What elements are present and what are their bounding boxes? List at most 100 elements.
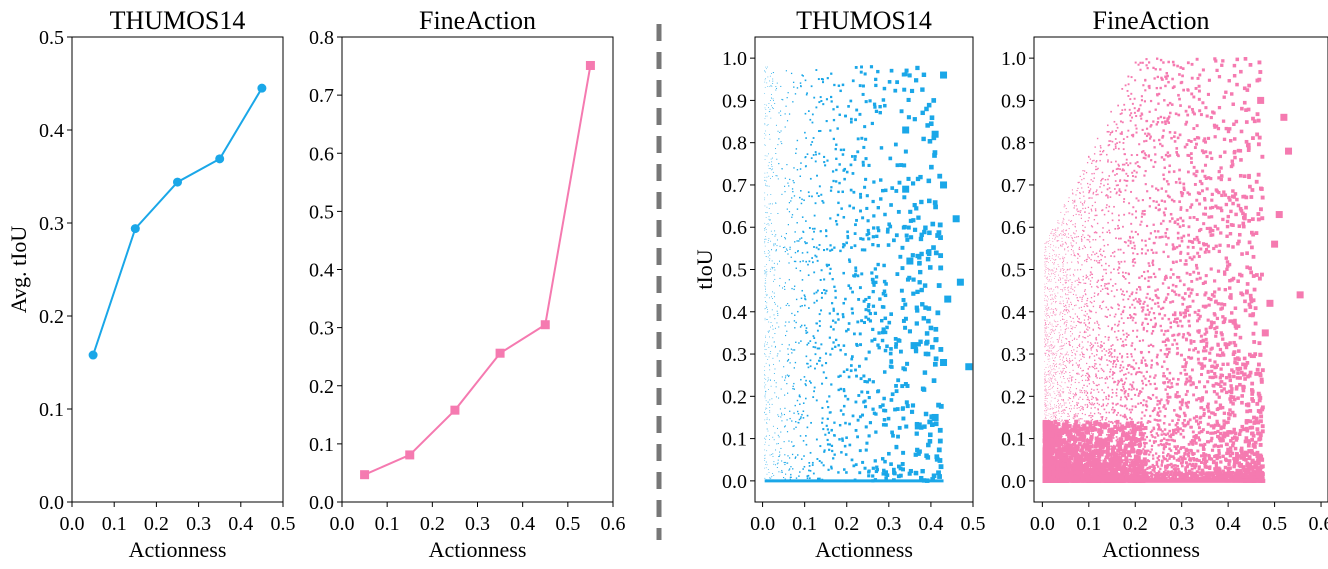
scatter-point xyxy=(1058,367,1060,369)
scatter-point xyxy=(822,81,825,84)
scatter-point xyxy=(1128,434,1131,437)
scatter-point xyxy=(784,246,786,248)
scatter-point xyxy=(938,347,944,352)
scatter-point xyxy=(1227,195,1231,200)
scatter-point xyxy=(1077,413,1079,415)
scatter-point xyxy=(769,219,771,221)
scatter-point xyxy=(1075,354,1077,356)
scatter-point xyxy=(1155,418,1158,422)
scatter-point xyxy=(1107,178,1109,181)
scatter-point xyxy=(1147,262,1150,265)
scatter-point xyxy=(1050,244,1052,245)
scatter-point xyxy=(791,214,794,216)
scatter-point xyxy=(1181,74,1184,78)
scatter-point xyxy=(794,361,797,364)
scatter-point xyxy=(1171,243,1175,246)
scatter-point xyxy=(765,227,766,228)
scatter-point xyxy=(1230,368,1234,372)
scatter-point xyxy=(1176,451,1180,454)
scatter-point xyxy=(1062,318,1064,320)
scatter-point xyxy=(1044,320,1046,321)
scatter-point xyxy=(1137,367,1140,370)
scatter-point xyxy=(784,250,786,253)
scatter-point xyxy=(1063,400,1065,402)
scatter-point xyxy=(1113,361,1115,364)
scatter-point xyxy=(771,73,772,74)
scatter-point xyxy=(1068,311,1070,313)
scatter-point xyxy=(774,318,776,320)
scatter-point xyxy=(1204,390,1208,394)
scatter-point xyxy=(923,411,929,417)
scatter-point xyxy=(1066,359,1068,361)
scatter-point xyxy=(920,302,925,307)
scatter-point xyxy=(1224,345,1229,350)
scatter-point xyxy=(781,343,783,345)
scatter-point xyxy=(769,108,771,110)
scatter-point xyxy=(1218,376,1222,380)
scatter-point xyxy=(1087,396,1089,398)
scatter-point xyxy=(905,404,910,409)
scatter-point xyxy=(1208,151,1212,155)
scatter-point xyxy=(1219,331,1223,335)
scatter-point xyxy=(1048,255,1050,257)
scatter-point xyxy=(776,310,778,312)
scatter-point xyxy=(1196,357,1200,361)
scatter-point xyxy=(1071,355,1073,357)
scatter-point xyxy=(863,185,867,189)
scatter-point xyxy=(1240,370,1244,375)
scatter-point xyxy=(1122,142,1125,144)
scatter-point xyxy=(807,366,810,369)
scatter-point xyxy=(765,130,766,132)
scatter-point xyxy=(1145,403,1148,406)
scatter-point xyxy=(778,415,780,417)
scatter-point xyxy=(1051,323,1053,325)
scatter-point xyxy=(885,473,890,477)
scatter-point xyxy=(1092,344,1095,347)
scatter-point xyxy=(1189,156,1193,160)
scatter-point xyxy=(1047,358,1049,360)
scatter-point xyxy=(923,225,928,230)
scatter-point xyxy=(1148,439,1151,442)
scatter-point xyxy=(792,101,794,103)
scatter-point xyxy=(764,345,766,347)
scatter-point xyxy=(890,392,895,397)
scatter-point xyxy=(766,268,768,270)
scatter-point xyxy=(1214,461,1219,465)
scatter-point xyxy=(764,317,766,319)
scatter-point xyxy=(1157,414,1161,417)
scatter-point xyxy=(1084,442,1086,444)
scatter-point xyxy=(1115,388,1118,391)
scatter-point xyxy=(1094,201,1096,204)
scatter-point xyxy=(764,374,766,375)
scatter-point xyxy=(765,436,767,437)
scatter-point xyxy=(829,189,833,192)
scatter-point xyxy=(1152,272,1156,275)
scatter-point xyxy=(1045,316,1047,318)
scatter-point xyxy=(900,406,905,411)
scatter-point xyxy=(1145,409,1148,412)
scatter-point xyxy=(1219,437,1223,441)
scatter-point xyxy=(794,231,796,233)
scatter-point xyxy=(1075,393,1077,395)
scatter-point xyxy=(1187,348,1191,352)
scatter-point xyxy=(770,240,772,242)
scatter-point xyxy=(1062,362,1064,364)
scatter-point xyxy=(1065,297,1067,299)
scatter-point xyxy=(765,115,766,117)
scatter-point xyxy=(1047,350,1049,351)
scatter-point xyxy=(854,400,858,404)
scatter-point xyxy=(803,324,806,327)
scatter-point xyxy=(781,460,783,462)
scatter-point xyxy=(1236,324,1241,329)
scatter-point xyxy=(841,313,845,316)
scatter-point xyxy=(1127,239,1130,242)
scatter-point xyxy=(1167,115,1171,119)
scatter-point xyxy=(789,248,791,250)
scatter-point xyxy=(1227,262,1232,267)
scatter-point xyxy=(1091,414,1093,417)
scatter-point xyxy=(1156,434,1160,437)
scatter-point xyxy=(1090,310,1093,313)
scatter-point xyxy=(898,473,903,478)
scatter-point xyxy=(1066,224,1068,226)
scatter-point xyxy=(1055,310,1057,311)
